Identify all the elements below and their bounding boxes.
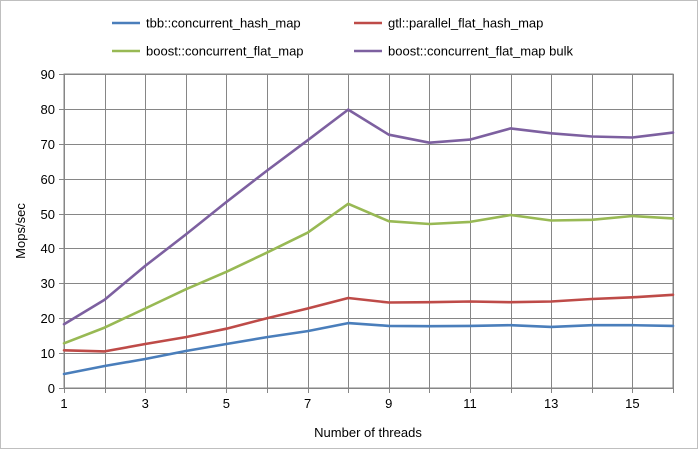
series-group xyxy=(62,108,675,376)
y-tick-label: 60 xyxy=(41,172,55,187)
y-tick-label: 90 xyxy=(41,67,55,82)
y-tick-label: 50 xyxy=(41,207,55,222)
series-line-1 xyxy=(62,321,675,376)
legend-label: boost::concurrent_flat_map xyxy=(146,44,304,59)
y-tick-label: 40 xyxy=(41,241,55,256)
legend-label: boost::concurrent_flat_map bulk xyxy=(388,44,573,59)
x-tick-label: 3 xyxy=(142,396,149,411)
x-tick-label: 9 xyxy=(385,396,392,411)
x-tick-label: 5 xyxy=(223,396,230,411)
grid xyxy=(63,73,674,389)
legend-label: tbb::concurrent_hash_map xyxy=(146,16,301,31)
x-tick-label: 1 xyxy=(60,396,67,411)
y-axis-title: Mops/sec xyxy=(13,203,28,259)
y-tick-label: 30 xyxy=(41,276,55,291)
series-line-3 xyxy=(62,202,675,345)
y-tick-label: 0 xyxy=(48,381,55,396)
x-tick-label: 13 xyxy=(544,396,558,411)
series-line-4 xyxy=(62,108,675,326)
y-tick-label: 70 xyxy=(41,137,55,152)
y-tick-label: 80 xyxy=(41,102,55,117)
x-tick-label: 11 xyxy=(463,396,477,411)
y-tick-label: 20 xyxy=(41,311,55,326)
x-axis-title: Number of threads xyxy=(314,425,422,440)
y-tick-label: 10 xyxy=(41,346,55,361)
series-line-2 xyxy=(62,293,675,353)
x-tick-label: 15 xyxy=(625,396,639,411)
legend: tbb::concurrent_hash_map gtl::parallel_fl… xyxy=(112,16,573,59)
x-tick-label: 7 xyxy=(304,396,311,411)
legend-label: gtl::parallel_flat_hash_map xyxy=(388,16,543,31)
